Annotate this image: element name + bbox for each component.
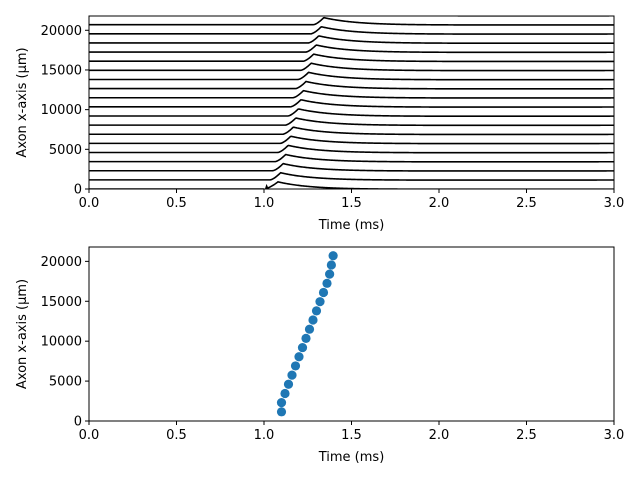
spike-time-point-4 <box>283 379 294 389</box>
spike-time-point-7 <box>294 352 304 362</box>
spike-time-point-3 <box>280 388 290 399</box>
axon-trace-15 <box>89 53 614 63</box>
axon-trace-4 <box>89 153 614 163</box>
y-tick-label: 10000 <box>41 335 82 350</box>
x-tick-label: 0.0 <box>79 196 100 211</box>
y-tick-label: 20000 <box>41 255 82 270</box>
spike-time-point-13 <box>315 297 325 307</box>
spike-time-point-6 <box>290 361 301 371</box>
y-tick-label: 10000 <box>41 103 82 118</box>
axon-trace-16 <box>89 44 614 54</box>
y-tick-label: 0 <box>74 415 82 430</box>
bottom-chart: 0.0 0.5 1.0 1.5 2.0 2.5 3.0 0 5000 10000 15000 200… <box>15 246 625 465</box>
axon-trace-10 <box>89 99 614 108</box>
x-tick-label: 3.0 <box>604 196 625 211</box>
spike-time-point-16 <box>325 269 335 279</box>
bottom-chart-points <box>276 251 338 417</box>
axon-trace-19 <box>89 16 614 26</box>
y-tick-label: 15000 <box>41 63 82 78</box>
y-tick-label: 0 <box>74 183 82 198</box>
top-chart-traces <box>89 16 614 189</box>
bottom-chart-y-ticks: 0 5000 10000 15000 20000 <box>41 255 89 430</box>
top-chart-frame <box>88 15 615 190</box>
top-chart-x-ticks: 0.0 0.5 1.0 1.5 2.0 2.5 3.0 <box>79 189 625 211</box>
spike-time-point-11 <box>308 315 318 325</box>
axon-trace-6 <box>89 135 614 145</box>
axon-trace-13 <box>89 71 614 81</box>
x-tick-label: 1.5 <box>341 196 362 211</box>
axon-trace-9 <box>89 108 614 118</box>
axon-trace-17 <box>89 35 614 44</box>
x-tick-label: 1.5 <box>341 428 362 443</box>
x-tick-label: 0.0 <box>79 428 100 443</box>
top-chart: 0.0 0.5 1.0 1.5 2.0 2.5 3.0 0 5000 10000 15000 200… <box>15 15 625 233</box>
bottom-chart-x-ticks: 0.0 0.5 1.0 1.5 2.0 2.5 3.0 <box>79 421 625 443</box>
x-tick-label: 0.5 <box>166 196 187 211</box>
axon-trace-8 <box>89 117 614 127</box>
spike-time-point-14 <box>318 287 329 298</box>
axon-trace-2 <box>89 171 614 181</box>
axon-trace-3 <box>89 162 614 172</box>
x-tick-label: 1.0 <box>254 428 275 443</box>
x-tick-label: 1.0 <box>254 196 275 211</box>
bottom-chart-frame <box>88 246 615 422</box>
y-tick-label: 5000 <box>49 375 82 390</box>
top-chart-y-ticks: 0 5000 10000 15000 20000 <box>41 24 89 198</box>
bottom-chart-x-axis-label: Time (ms) <box>318 450 385 465</box>
spike-time-point-5 <box>287 370 297 380</box>
top-chart-y-axis-label: Axon x-axis (µm) <box>15 47 30 157</box>
spike-time-point-8 <box>297 342 308 353</box>
x-tick-label: 2.5 <box>516 196 537 211</box>
y-tick-label: 5000 <box>49 143 82 158</box>
spike-time-point-15 <box>322 278 332 288</box>
spike-time-point-10 <box>304 324 315 334</box>
y-tick-label: 15000 <box>41 295 82 310</box>
x-tick-label: 2.5 <box>516 428 537 443</box>
spike-time-point-12 <box>311 306 322 316</box>
spike-time-point-18 <box>328 251 338 261</box>
bottom-chart-y-axis-label: Axon x-axis (µm) <box>15 279 30 389</box>
top-chart-x-axis-label: Time (ms) <box>318 218 385 233</box>
x-tick-label: 0.5 <box>166 428 187 443</box>
x-tick-label: 3.0 <box>604 428 625 443</box>
axon-trace-5 <box>89 144 614 154</box>
y-tick-label: 20000 <box>41 24 82 39</box>
spike-time-point-9 <box>301 333 311 343</box>
axon-trace-18 <box>89 25 614 35</box>
axon-trace-12 <box>89 80 614 90</box>
spike-time-point-2 <box>276 398 287 408</box>
x-tick-label: 2.0 <box>429 428 450 443</box>
spike-time-point-17 <box>326 260 336 270</box>
x-tick-label: 2.0 <box>429 196 450 211</box>
axon-trace-14 <box>89 62 614 72</box>
axon-trace-11 <box>89 89 614 99</box>
axon-trace-7 <box>89 126 614 136</box>
spike-time-point-1 <box>276 407 287 417</box>
